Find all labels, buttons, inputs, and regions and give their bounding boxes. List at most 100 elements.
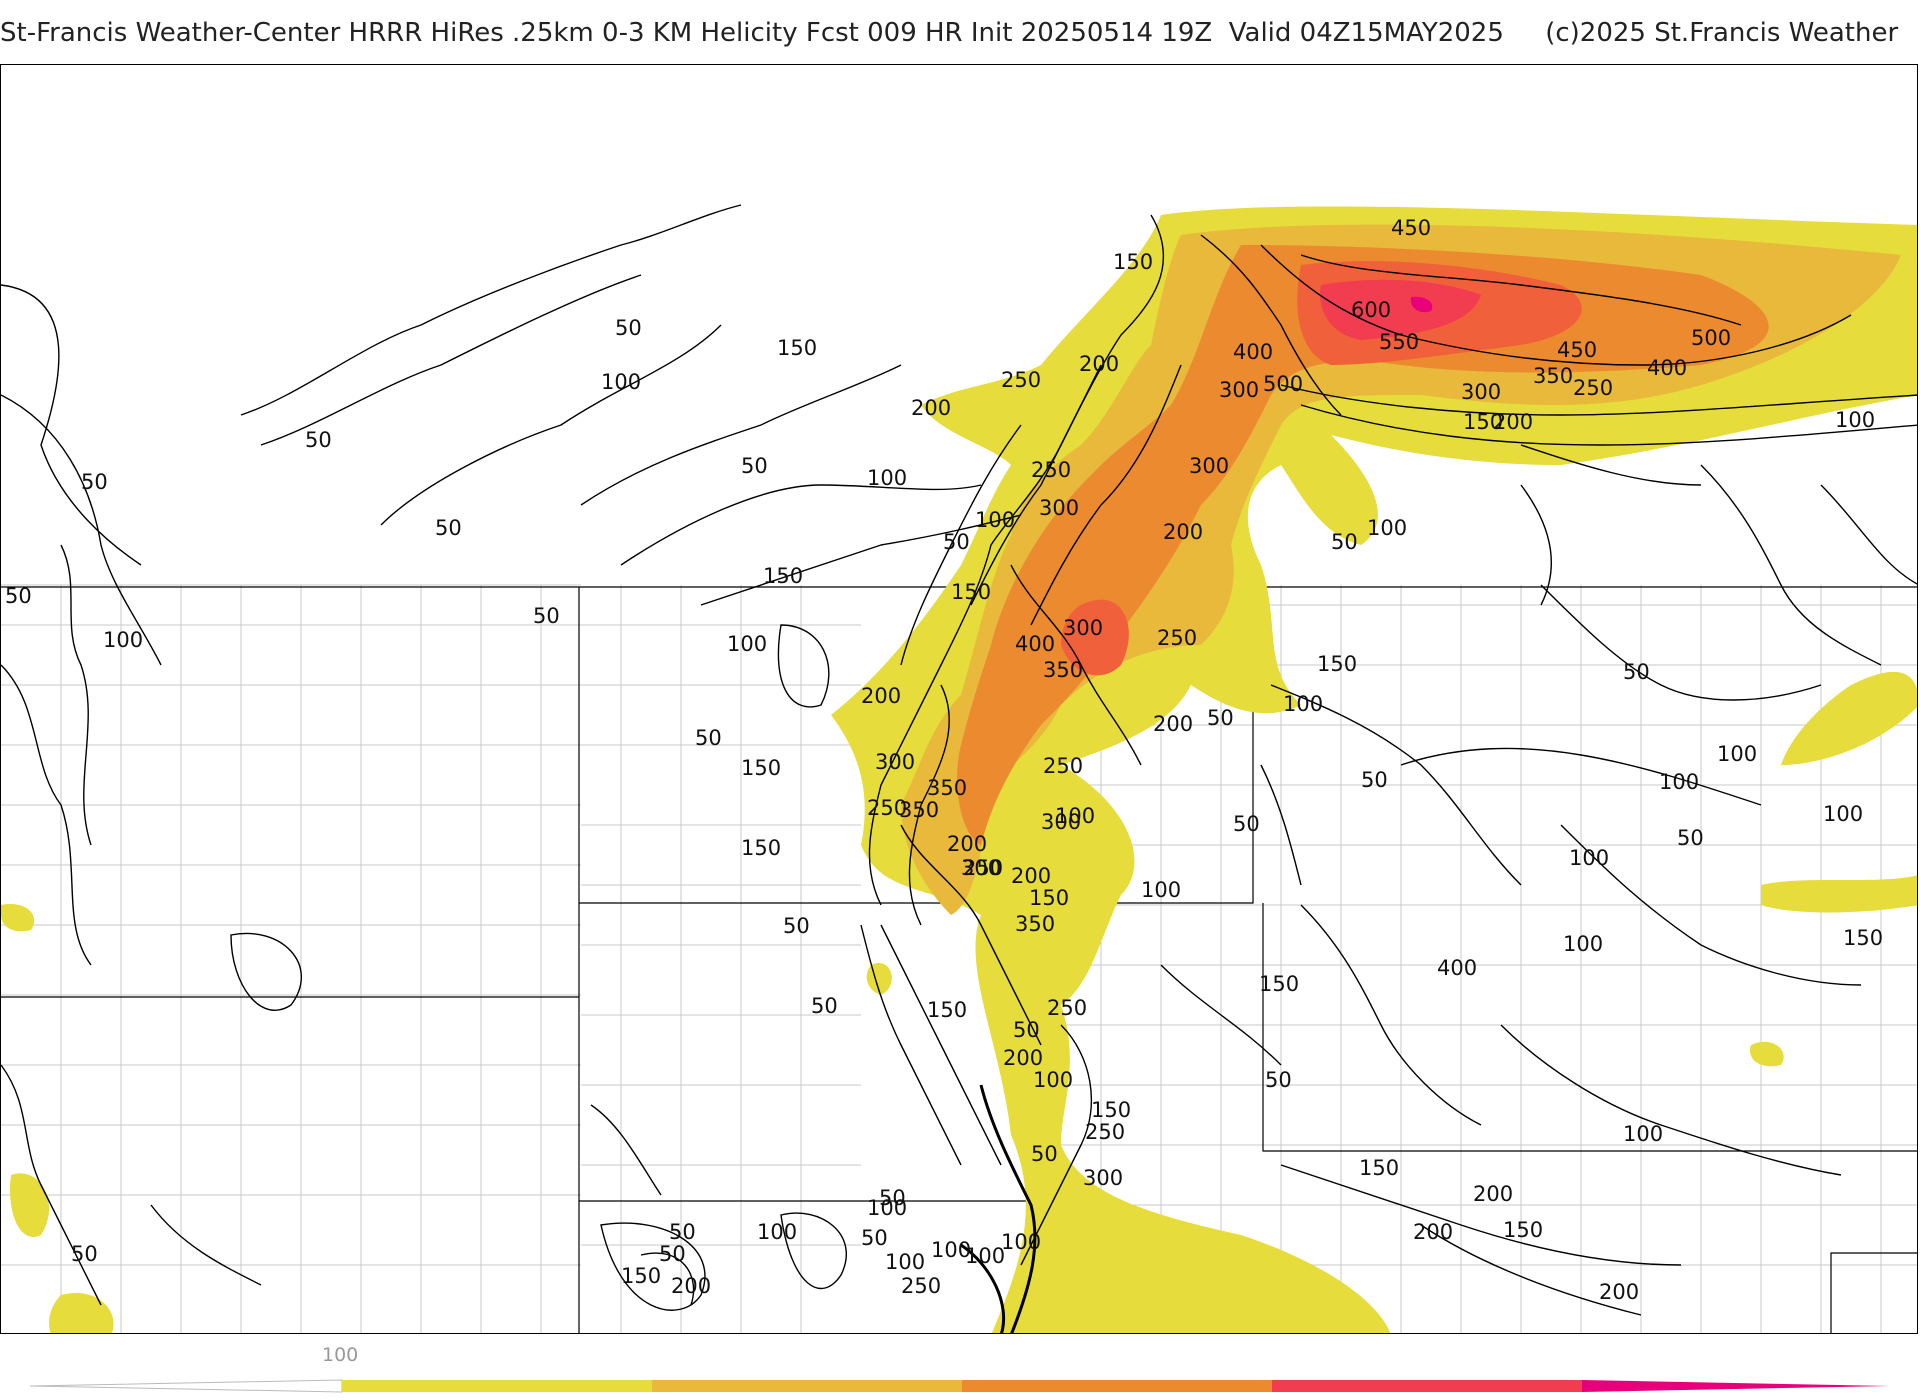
contour-label: 50 <box>879 1186 906 1210</box>
contour-label: 100 <box>757 1220 797 1244</box>
contour-label: 50 <box>861 1226 888 1250</box>
map-title: St-Francis Weather-Center HRRR HiRes .25… <box>0 18 1899 48</box>
contour-label: 250 <box>1047 996 1087 1020</box>
contour-label: 100 <box>601 370 641 394</box>
legend-segment-5 <box>1582 1380 1890 1392</box>
contour-label: 50 <box>5 584 32 608</box>
contour-label: 250 <box>1031 458 1071 482</box>
contour-label: 150 <box>1259 972 1299 996</box>
contour-label: 100 <box>1001 1230 1041 1254</box>
county-lines <box>1 584 1917 1333</box>
helicity-contours <box>1 204 1917 1333</box>
contour-label: 300 <box>1041 810 1081 834</box>
contour-label: 150 <box>1029 886 1069 910</box>
contour-label: 400 <box>1647 356 1687 380</box>
contour-label: 150 <box>1359 1156 1399 1180</box>
contour-label: 250 <box>1573 376 1613 400</box>
contour-label: 300 <box>1189 454 1229 478</box>
contour-label: 50 <box>783 914 810 938</box>
contour-label: 200 <box>1153 712 1193 736</box>
contour-label: 50 <box>1623 660 1650 684</box>
contour-label: 350 <box>899 798 939 822</box>
contour-label: 150 <box>1503 1218 1543 1242</box>
contour-label: 150 <box>741 836 781 860</box>
contour-labels: 450 150 600 550 400 500 450 500 400 350 … <box>5 216 1883 1304</box>
contour-label: 300 <box>961 856 1001 880</box>
contour-label: 150 <box>777 336 817 360</box>
contour-label: 150 <box>927 998 967 1022</box>
contour-label: 400 <box>1437 956 1477 980</box>
contour-label: 400 <box>1015 632 1055 656</box>
contour-label: 50 <box>71 1242 98 1266</box>
contour-label: 300 <box>875 750 915 774</box>
contour-label: 100 <box>1055 804 1095 828</box>
contour-label: 50 <box>1677 826 1704 850</box>
legend-tick-label: 100 <box>322 1344 359 1366</box>
contour-label: 100 <box>1717 742 1757 766</box>
contour-label: 200 <box>911 396 951 420</box>
contour-label: 250 <box>1001 368 1041 392</box>
contour-label: 100 <box>885 1250 925 1274</box>
map-canvas: 450 150 600 550 400 500 450 500 400 350 … <box>1 204 1917 1333</box>
contour-label: 350 <box>1043 658 1083 682</box>
contour-label: 50 <box>741 454 768 478</box>
contour-label: 200 <box>1003 1046 1043 1070</box>
contour-label: 50 <box>1265 1068 1292 1092</box>
contour-label: 100 <box>1623 1122 1663 1146</box>
contour-label: 150 <box>763 564 803 588</box>
contour-label: 100 <box>727 632 767 656</box>
contour-label: 100 <box>1283 692 1323 716</box>
legend-segment-4 <box>1272 1380 1582 1392</box>
contour-label: 200 <box>1011 864 1051 888</box>
contour-label: 50 <box>615 316 642 340</box>
contour-label: 450 <box>1391 216 1431 240</box>
contour-label: 150 <box>951 580 991 604</box>
contour-label: 200 <box>1473 1182 1513 1206</box>
contour-label: 250 <box>867 796 907 820</box>
contour-label: 50 <box>1233 812 1260 836</box>
contour-label: 100 <box>867 1196 907 1220</box>
contour-label: 200 <box>1493 410 1533 434</box>
legend-segment-1 <box>342 1380 652 1392</box>
contour-label: 50 <box>695 726 722 750</box>
contour-label: 200 <box>1413 1220 1453 1244</box>
legend-segment-2 <box>652 1380 962 1392</box>
color-legend <box>30 1379 1890 1393</box>
contour-label: 350 <box>927 776 967 800</box>
contour-label: 100 <box>1659 770 1699 794</box>
contour-label: 200 <box>1079 352 1119 376</box>
contour-label: 150 <box>1091 1098 1131 1122</box>
contour-label: 100 <box>1033 1068 1073 1092</box>
contour-label: 100 <box>103 628 143 652</box>
contour-label: 450 <box>1557 338 1597 362</box>
contour-label: 100 <box>1823 802 1863 826</box>
contour-label: 50 <box>1031 1142 1058 1166</box>
contour-label: 50 <box>669 1220 696 1244</box>
contour-label: 300 <box>1219 378 1259 402</box>
helicity-map: 450 150 600 550 400 500 450 500 400 350 … <box>0 64 1918 1334</box>
contour-label: 50 <box>1207 706 1234 730</box>
contour-label: 200 <box>861 684 901 708</box>
contour-label: 100 <box>1563 932 1603 956</box>
contour-label: 100 <box>1835 408 1875 432</box>
contour-label: 350 <box>1015 912 1055 936</box>
contour-label: 100 <box>965 1244 1005 1268</box>
contour-label: 350 <box>1533 364 1573 388</box>
contour-label: 100 <box>975 508 1015 532</box>
contour-label: 300 <box>1063 616 1103 640</box>
contour-label: 250 <box>901 1274 941 1298</box>
contour-label: 500 <box>1263 372 1303 396</box>
contour-label: 300 <box>1083 1166 1123 1190</box>
contour-label: 50 <box>305 428 332 452</box>
contour-label: 50 <box>1331 530 1358 554</box>
contour-label: 50 <box>533 604 560 628</box>
contour-label: 150 <box>621 1264 661 1288</box>
contour-label: 500 <box>1691 326 1731 350</box>
contour-label: 50 <box>943 530 970 554</box>
contour-label: 600 <box>1351 298 1391 322</box>
contour-label: 150 <box>1113 250 1153 274</box>
contour-label: 50 <box>659 1242 686 1266</box>
contour-label: 200 <box>1163 520 1203 544</box>
contour-label: 100 <box>1141 878 1181 902</box>
contour-label: 250 <box>963 856 1003 880</box>
